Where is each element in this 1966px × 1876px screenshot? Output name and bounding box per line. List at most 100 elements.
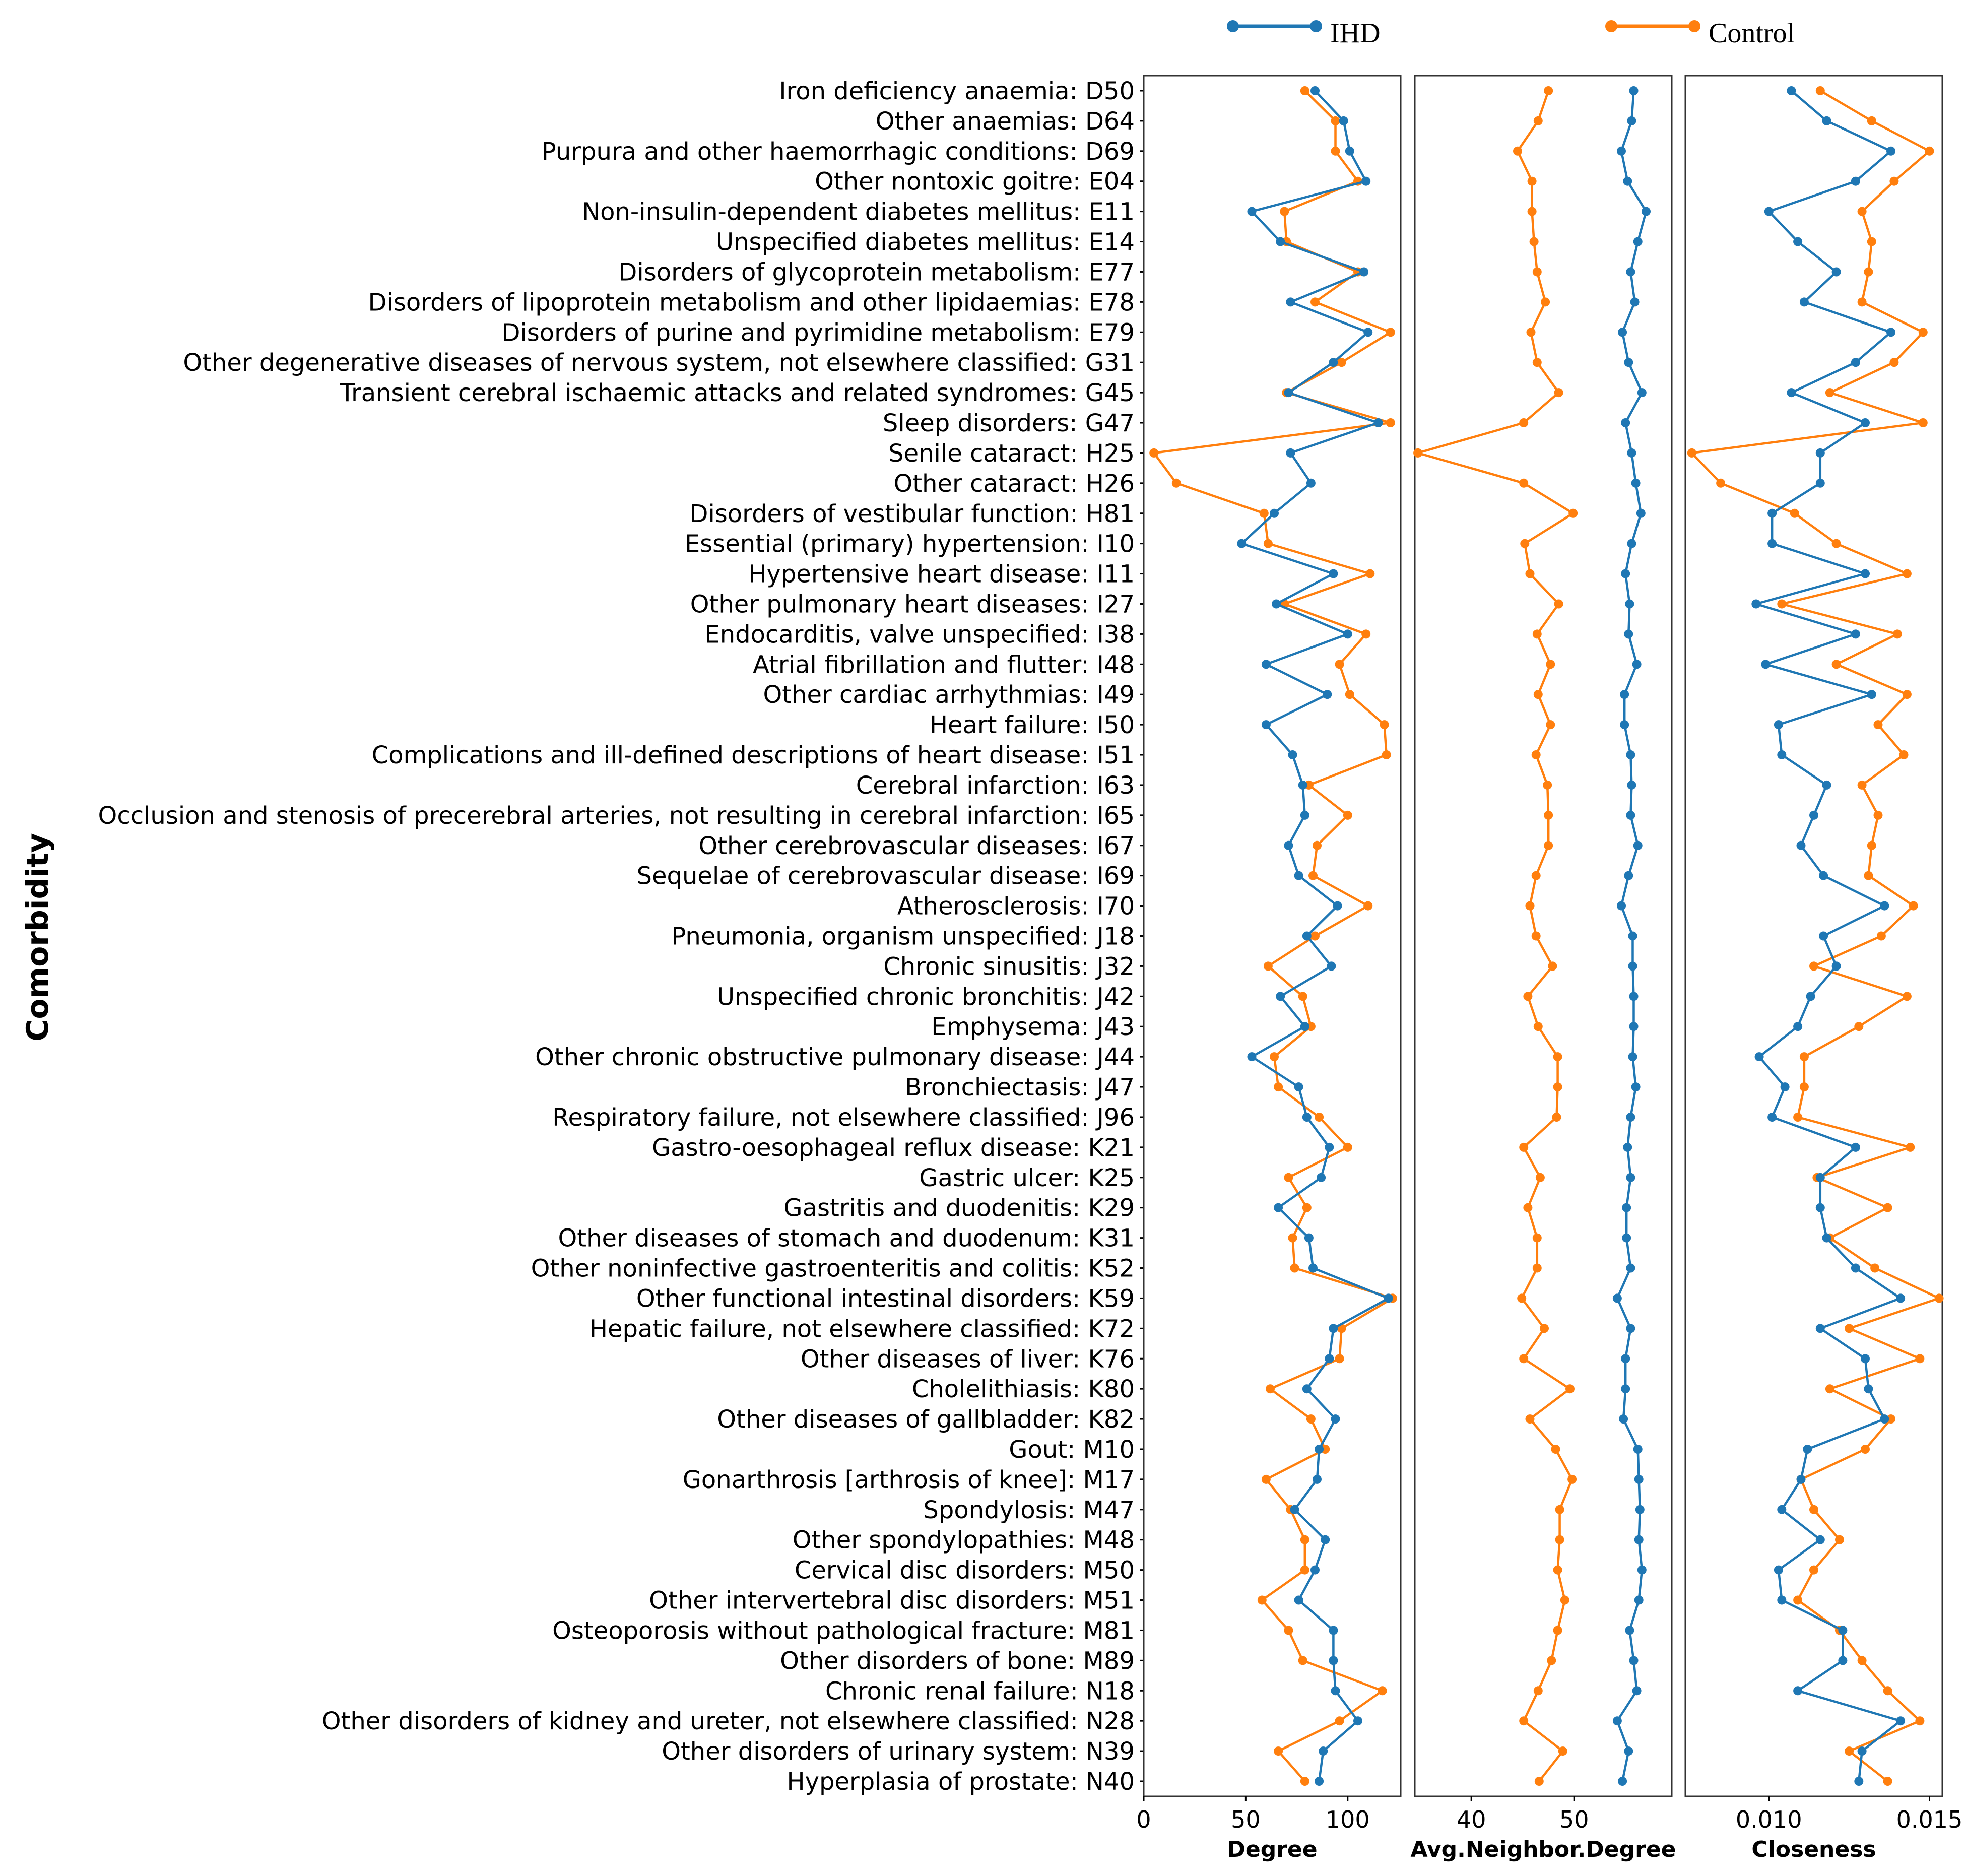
series-line-control xyxy=(1152,90,1394,1782)
point-ihd xyxy=(1331,1414,1340,1424)
point-ihd xyxy=(1633,1445,1643,1454)
point-control xyxy=(1548,961,1557,971)
point-control xyxy=(1552,1113,1561,1122)
point-control xyxy=(1889,176,1899,186)
point-control xyxy=(1529,237,1539,246)
point-ihd xyxy=(1815,478,1825,488)
point-ihd xyxy=(1329,358,1338,367)
point-ihd xyxy=(1815,1173,1825,1182)
point-ihd xyxy=(1290,1505,1299,1514)
point-ihd xyxy=(1361,176,1371,186)
point-control xyxy=(1716,478,1726,488)
point-control xyxy=(1274,1082,1283,1092)
point-ihd xyxy=(1628,931,1637,941)
point-ihd xyxy=(1880,901,1889,911)
point-control xyxy=(1288,1233,1297,1243)
category-label: Purpura and other haemorrhagic condition… xyxy=(542,138,1135,166)
point-ihd xyxy=(1799,297,1809,307)
point-control xyxy=(1386,328,1395,337)
point-ihd xyxy=(1629,992,1639,1001)
point-ihd xyxy=(1774,720,1783,730)
point-ihd xyxy=(1626,1173,1635,1182)
point-ihd xyxy=(1851,176,1860,186)
category-label: Other disorders of bone: M89 xyxy=(780,1647,1135,1675)
point-ihd xyxy=(1288,750,1297,759)
point-ihd xyxy=(1321,1535,1330,1544)
point-ihd xyxy=(1286,297,1295,307)
point-control xyxy=(1280,207,1289,216)
point-control xyxy=(1831,539,1841,548)
point-control xyxy=(1343,1142,1352,1152)
point-ihd xyxy=(1796,1474,1806,1484)
point-ihd xyxy=(1831,961,1841,971)
point-control xyxy=(1335,1716,1344,1726)
point-control xyxy=(1259,508,1269,518)
point-ihd xyxy=(1294,871,1303,880)
point-ihd xyxy=(1329,1324,1338,1333)
point-ihd xyxy=(1284,840,1293,850)
point-ihd xyxy=(1359,267,1369,277)
category-label: Pneumonia, organism unspecified: J18 xyxy=(671,923,1135,951)
point-control xyxy=(1533,1686,1543,1696)
point-control xyxy=(1300,1777,1309,1786)
point-ihd xyxy=(1621,1354,1630,1364)
point-ihd xyxy=(1315,1445,1324,1454)
point-control xyxy=(1918,328,1928,337)
category-label: Emphysema: J43 xyxy=(931,1013,1135,1041)
point-control xyxy=(1517,1293,1527,1303)
point-control xyxy=(1331,116,1340,125)
point-control xyxy=(1343,810,1352,820)
point-control xyxy=(1857,1656,1867,1665)
point-ihd xyxy=(1286,448,1295,458)
point-ihd xyxy=(1626,1324,1635,1333)
point-ihd xyxy=(1630,297,1640,307)
point-ihd xyxy=(1831,267,1841,277)
category-label: Other degenerative diseases of nervous s… xyxy=(183,349,1135,377)
point-ihd xyxy=(1787,388,1796,398)
point-control xyxy=(1533,116,1543,125)
point-ihd xyxy=(1612,1716,1622,1726)
point-control xyxy=(1525,1414,1535,1424)
point-control xyxy=(1526,328,1536,337)
point-ihd xyxy=(1629,1022,1639,1031)
point-ihd xyxy=(1618,1777,1627,1786)
point-ihd xyxy=(1627,448,1636,458)
point-control xyxy=(1886,1414,1895,1424)
category-label: Hepatic failure, not elsewhere classifie… xyxy=(589,1315,1135,1343)
legend-control-marker-left xyxy=(1605,20,1617,32)
point-ihd xyxy=(1629,1656,1639,1665)
point-ihd xyxy=(1237,539,1247,548)
legend-control-marker-right xyxy=(1688,20,1700,32)
category-label: Spondylosis: M47 xyxy=(923,1496,1135,1524)
legend: IHD Control xyxy=(1227,18,1795,49)
point-control xyxy=(1831,660,1841,669)
point-ihd xyxy=(1633,840,1643,850)
point-control xyxy=(1857,207,1867,216)
point-control xyxy=(1519,1354,1529,1364)
point-ihd xyxy=(1854,1777,1864,1786)
point-control xyxy=(1531,750,1541,759)
point-control xyxy=(1857,780,1867,790)
series-line-control xyxy=(1690,90,1940,1782)
point-control xyxy=(1337,358,1346,367)
point-ihd xyxy=(1304,1233,1314,1243)
category-label: Gastritis and duodenitis: K29 xyxy=(783,1194,1135,1222)
x-tick-label: 0 xyxy=(1136,1806,1151,1833)
point-ihd xyxy=(1851,1263,1860,1273)
point-ihd xyxy=(1618,328,1627,337)
point-ihd xyxy=(1294,1595,1303,1605)
point-ihd xyxy=(1353,1716,1362,1726)
legend-ihd-label: IHD xyxy=(1330,18,1381,49)
point-ihd xyxy=(1272,599,1281,609)
point-ihd xyxy=(1861,418,1870,427)
point-ihd xyxy=(1345,146,1354,156)
point-ihd xyxy=(1620,690,1629,699)
point-ihd xyxy=(1302,931,1312,941)
category-label: Essential (primary) hypertension: I10 xyxy=(685,530,1135,558)
point-ihd xyxy=(1329,1656,1338,1665)
point-control xyxy=(1527,207,1537,216)
point-ihd xyxy=(1767,508,1777,518)
point-ihd xyxy=(1896,1293,1906,1303)
point-ihd xyxy=(1624,358,1633,367)
